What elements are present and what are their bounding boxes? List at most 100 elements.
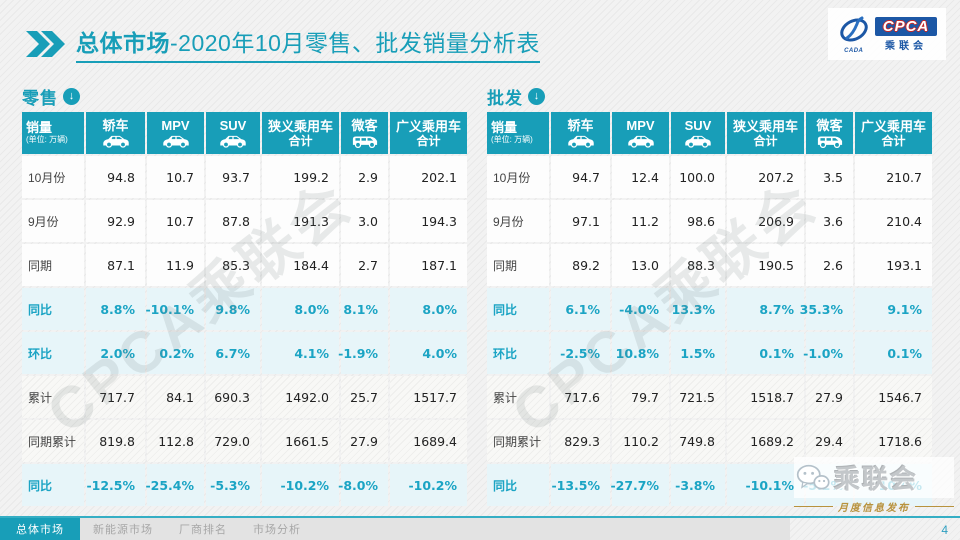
table-cell: -8.0% — [338, 464, 388, 506]
wechat-icon — [796, 464, 830, 489]
tab-manufacturer-ranking[interactable]: 厂商排名 — [179, 524, 227, 536]
double-chevron-icon — [26, 30, 65, 57]
table-cell: 2.6 — [806, 244, 853, 286]
row-label: 9月份 — [487, 200, 549, 242]
column-label: 轿车 — [102, 117, 129, 133]
table-cell: 1492.0 — [262, 376, 339, 418]
table-cell: 729.0 — [206, 420, 260, 462]
table-cell: 12.4 — [612, 156, 669, 198]
retail-table: 销量 (单位: 万辆) 轿车 MPV SUV 狭义乘用车 合计 微客 广义乘用车 合计 10月份 94… — [22, 112, 467, 506]
tab-overall-market[interactable]: 总体市场 — [0, 518, 80, 540]
table-cell: 210.7 — [855, 156, 932, 198]
row-label: 累计 — [487, 376, 549, 418]
table-cell: 0.2% — [147, 332, 204, 374]
row-label: 累计 — [22, 376, 84, 418]
table-cell: 98.6 — [671, 200, 725, 242]
footer-divider-line — [0, 516, 960, 518]
column-label-line2: 合计 — [416, 133, 441, 148]
table-cell: 2.9 — [341, 156, 388, 198]
row-label: 环比 — [22, 332, 84, 374]
table-cell: 89.2 — [551, 244, 610, 286]
table-cell: 35.3% — [800, 288, 853, 330]
table-cell: -10.2% — [390, 464, 467, 506]
table-cell: 85.3 — [206, 244, 260, 286]
table-cell: 11.9 — [147, 244, 204, 286]
wholesale-section-title: 批发 — [487, 88, 523, 108]
tab-market-analysis[interactable]: 市场分析 — [253, 524, 301, 536]
table-cell: -2.5% — [551, 332, 610, 374]
table-cell: 87.8 — [206, 200, 260, 242]
table-cell: 8.1% — [341, 288, 388, 330]
table-cell: 112.8 — [147, 420, 204, 462]
sedan-car-icon — [567, 134, 595, 149]
sales-label: 销量 — [491, 120, 518, 135]
table-cell: 84.1 — [147, 376, 204, 418]
table-cell: 3.0 — [341, 200, 388, 242]
table-cell: 8.0% — [390, 288, 467, 330]
column-header: 广义乘用车 合计 — [390, 112, 467, 154]
column-label-line2: 合计 — [288, 133, 313, 148]
table-cell: 110.2 — [612, 420, 669, 462]
cada-label: CADA — [844, 48, 864, 54]
table-cell: 13.0 — [612, 244, 669, 286]
table-cell: 79.7 — [612, 376, 669, 418]
table-cell: 6.1% — [551, 288, 610, 330]
table-cell: 819.8 — [86, 420, 145, 462]
table-cell: -10.1% — [727, 464, 804, 506]
gold-dash-left — [794, 506, 833, 507]
table-cell: 27.9 — [341, 420, 388, 462]
table-cell: 190.5 — [727, 244, 804, 286]
table-cell: 1689.2 — [727, 420, 804, 462]
wechat-watermark: 乘联会 月度信息发布 — [794, 457, 954, 514]
table-cell: -1.9% — [338, 332, 388, 374]
cpca-emblem-icon: CADA — [837, 14, 871, 54]
table-cell: 93.7 — [206, 156, 260, 198]
table-cell: 88.3 — [671, 244, 725, 286]
table-cell: 194.3 — [390, 200, 467, 242]
column-header: 广义乘用车 合计 — [855, 112, 932, 154]
table-cell: 29.4 — [806, 420, 853, 462]
column-label: SUV — [219, 117, 247, 133]
column-label-line2: 合计 — [881, 133, 906, 148]
table-cell: 717.7 — [86, 376, 145, 418]
page-title-rest: -2020年10月零售、批发销量分析表 — [170, 30, 540, 56]
table-cell: -10.1% — [145, 288, 204, 330]
table-cell: 4.1% — [262, 332, 339, 374]
table-cell: 27.9 — [806, 376, 853, 418]
wholesale-table: 销量 (单位: 万辆) 轿车 MPV SUV 狭义乘用车 合计 微客 广义乘用车 合计 10月份 94… — [487, 112, 932, 506]
table-cell: 2.7 — [341, 244, 388, 286]
table-cell: 721.5 — [671, 376, 725, 418]
table-cell: 690.3 — [206, 376, 260, 418]
table-cell: 1718.6 — [855, 420, 932, 462]
gold-dash-right — [915, 506, 954, 507]
tab-nev-market[interactable]: 新能源市场 — [93, 524, 153, 536]
table-cell: -4.0% — [612, 288, 669, 330]
column-header: 微客 — [341, 112, 388, 154]
row-label: 10月份 — [22, 156, 84, 198]
page-title: 总体市场-2020年10月零售、批发销量分析表 — [76, 24, 540, 63]
table-cell: 1661.5 — [262, 420, 339, 462]
table-cell: -1.0% — [803, 332, 853, 374]
sales-unit-label: (单位: 万辆) — [491, 135, 533, 144]
row-label: 9月份 — [22, 200, 84, 242]
wholesale-section: 批发 ↓ 销量 (单位: 万辆) 轿车 MPV SUV 狭义乘用车 合计 微客 广义乘用车 合计 1… — [487, 84, 932, 506]
sales-unit-label: (单位: 万辆) — [26, 135, 68, 144]
table-cell: 1518.7 — [727, 376, 804, 418]
table-cell: 1689.4 — [390, 420, 467, 462]
sales-label: 销量 — [26, 120, 53, 135]
column-header: MPV — [147, 112, 204, 154]
table-cell: 25.7 — [341, 376, 388, 418]
suv-car-icon — [219, 134, 247, 149]
table-cell: 3.6 — [806, 200, 853, 242]
table-cell: 210.4 — [855, 200, 932, 242]
row-label: 同期累计 — [487, 420, 549, 462]
mpv-car-icon — [162, 134, 190, 149]
cpca-wordmark: CPCA — [874, 16, 938, 36]
column-header-sales: 销量 (单位: 万辆) — [22, 112, 84, 154]
column-header: 狭义乘用车 合计 — [262, 112, 339, 154]
table-cell: 717.6 — [551, 376, 610, 418]
cpca-logo: CADA CPCA 乘联会 — [828, 8, 946, 60]
table-cell: 10.7 — [147, 156, 204, 198]
table-cell: 87.1 — [86, 244, 145, 286]
table-cell: 191.3 — [262, 200, 339, 242]
